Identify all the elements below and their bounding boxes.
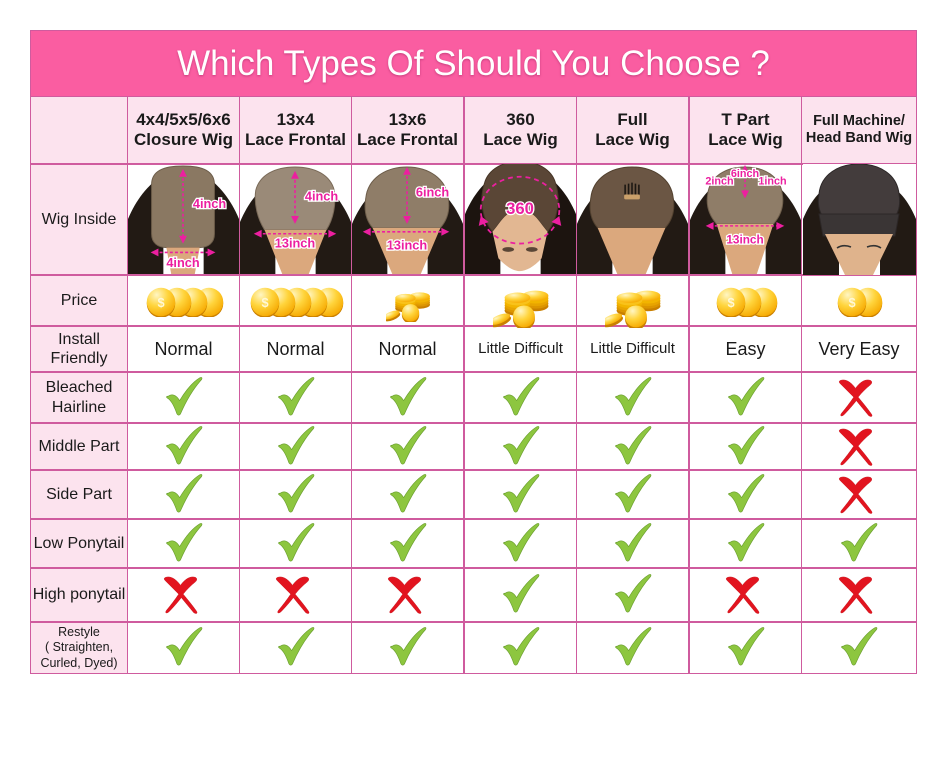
svg-text:4inch: 4inch (166, 255, 199, 270)
svg-text:4inch: 4inch (193, 196, 226, 211)
svg-text:4inch: 4inch (305, 188, 338, 203)
svg-text:13inch: 13inch (726, 234, 763, 247)
svg-text:13inch: 13inch (387, 237, 427, 252)
svg-text:6inch: 6inch (731, 168, 759, 180)
svg-text:13inch: 13inch (275, 235, 315, 250)
svg-text:1inch: 1inch (758, 176, 786, 188)
svg-text:360: 360 (506, 199, 534, 218)
svg-text:2inch: 2inch (705, 176, 733, 188)
svg-text:6inch: 6inch (416, 184, 449, 199)
